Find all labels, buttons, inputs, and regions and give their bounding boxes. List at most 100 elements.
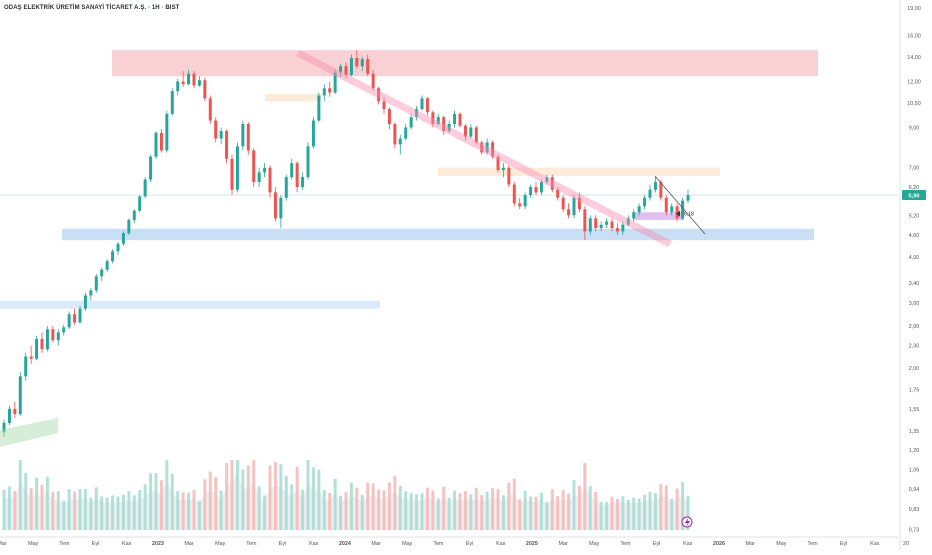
candle-body (518, 203, 522, 207)
candle (393, 122, 397, 149)
volume-bar (230, 460, 234, 530)
volume-bar (675, 488, 679, 530)
candle-body (626, 218, 630, 225)
volume-bar (214, 477, 218, 530)
volume-bar (485, 491, 489, 530)
volume-bar (268, 465, 272, 530)
volume-bar (512, 478, 516, 530)
candle-body (670, 206, 674, 213)
volume-bar (643, 494, 647, 530)
candle-body (561, 197, 565, 210)
volume-bar (637, 498, 641, 530)
volume-bar (7, 486, 11, 530)
volume-bar (257, 486, 261, 530)
annotation-arrow-icon (676, 210, 680, 217)
candle (127, 218, 131, 235)
candle-body (442, 117, 446, 132)
volume-bar (496, 489, 500, 530)
volume-bar (83, 488, 87, 530)
zones-layer (0, 50, 818, 309)
time-tick-label: Mar (0, 541, 7, 547)
candle (35, 335, 39, 361)
price-tick-label: 6,20 (909, 185, 920, 191)
volume-bar (203, 479, 207, 530)
time-tick-label: Kas (870, 541, 880, 547)
candle-body (18, 376, 22, 415)
candle-body (165, 113, 169, 151)
candle (29, 345, 33, 365)
candle-body (360, 59, 364, 67)
volume-bar (507, 482, 511, 530)
candle (349, 54, 353, 77)
volume-bar (398, 485, 402, 530)
candle (371, 69, 375, 92)
candle (344, 62, 348, 79)
candle (453, 110, 457, 128)
volume-bar (306, 460, 310, 530)
volume-bar (442, 486, 446, 530)
candle-body (257, 172, 261, 183)
volume-bar (523, 490, 527, 530)
candle-body (572, 197, 576, 216)
volume-bar (545, 501, 549, 530)
candle (469, 123, 473, 139)
candle (121, 231, 125, 246)
price-tick-label: 7,00 (909, 166, 920, 172)
volume-bar (219, 490, 223, 530)
candle-body (491, 142, 495, 157)
candle-body (501, 167, 505, 171)
flash-icon-bolt (685, 518, 690, 527)
candle-body (387, 109, 391, 124)
volume-bar (561, 490, 565, 530)
volume-bar (653, 493, 657, 530)
zone-minor-4 (265, 93, 322, 102)
volume-bar (605, 502, 609, 530)
candle-body (273, 192, 277, 219)
candle (111, 249, 115, 264)
time-tick-label: Mar (558, 541, 567, 547)
candle (648, 184, 652, 201)
candle (159, 129, 163, 153)
price-tick-label: 2,60 (909, 324, 920, 330)
volume-bar (518, 499, 522, 530)
candle-body (56, 332, 60, 341)
candle (295, 160, 299, 193)
candle-body (339, 66, 343, 73)
volume-bar (67, 489, 71, 530)
volume-bar (567, 493, 571, 530)
volume-bar (89, 497, 93, 530)
candle-body (377, 88, 381, 102)
volume-bar (40, 484, 44, 530)
volume-bar (463, 491, 467, 530)
price-tick-label: 19,00 (907, 6, 921, 12)
candle-body (415, 109, 419, 118)
candle-body (143, 179, 147, 197)
volume-bar (339, 495, 343, 530)
volume-bar (13, 490, 17, 530)
volume-bar (290, 484, 294, 530)
price-tick-label: 2,00 (909, 366, 920, 372)
price-tick-label: 0,94 (909, 487, 920, 493)
candle (13, 401, 17, 419)
volume-bar (659, 483, 663, 530)
volume-bar (393, 475, 397, 530)
volume-bar (56, 491, 60, 530)
candle (149, 154, 153, 183)
candle (605, 218, 609, 229)
volume-bar (45, 476, 49, 530)
candle (51, 326, 55, 343)
candle-body (447, 123, 451, 132)
candle-body (94, 276, 98, 291)
candle (279, 195, 283, 229)
candle (556, 187, 560, 201)
price-tick-label: 1,06 (909, 468, 920, 474)
candle-body (322, 88, 326, 96)
candle (246, 122, 250, 155)
candle (675, 203, 679, 222)
candle (550, 174, 554, 193)
candle-body (263, 167, 267, 173)
volume-bar (279, 464, 283, 530)
candle (89, 287, 93, 301)
